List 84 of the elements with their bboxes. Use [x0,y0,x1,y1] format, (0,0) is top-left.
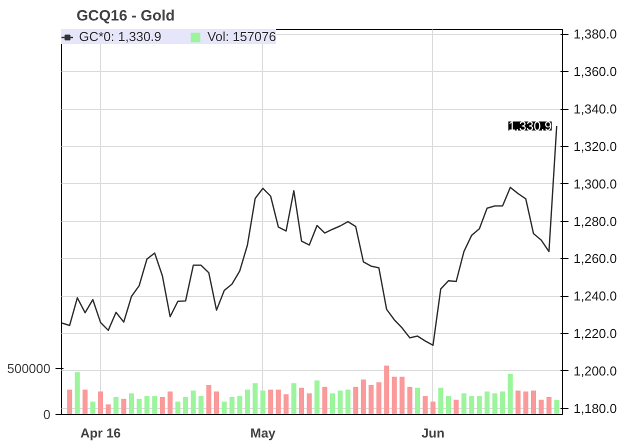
bar [244,390,250,414]
y2-tick-label: 0 [43,407,51,422]
legend-label: Vol: 157076 [207,29,276,44]
bar [268,390,274,414]
bar [314,380,320,414]
bar [554,400,560,414]
bar [106,404,111,414]
bar [415,388,420,414]
bar [530,390,536,414]
x-tick-label: May [250,426,276,440]
bar [198,396,204,414]
y-tick-label: 1,280.0 [574,214,617,229]
bar [183,397,188,414]
bar [338,390,343,414]
y-tick-label: 1,200.0 [574,363,617,378]
bar [322,386,328,414]
y-tick-label: 1,220.0 [574,326,617,341]
bar [168,391,173,414]
bar [214,391,220,414]
legend-label: GC*0: 1,330.9 [79,29,162,44]
y-tick-label: 1,360.0 [574,64,617,80]
bar [160,397,165,414]
bar [90,402,96,414]
bar [206,385,212,414]
bar [523,391,528,414]
bar [291,383,296,414]
bar [284,394,289,414]
bar [121,398,126,414]
bar [376,382,382,414]
bar [430,402,436,414]
y-tick-label: 1,320.0 [574,138,617,154]
bar [500,391,506,414]
annotation: 1,330.9 [508,118,552,134]
bar [461,393,466,414]
bar [492,393,498,414]
bar [330,393,335,414]
bar [299,388,304,414]
bar [438,388,444,414]
bar [360,380,366,414]
bar [538,400,544,414]
bar [82,390,88,414]
bar [516,390,521,414]
x-tick-label: Apr 16 [80,426,121,440]
bar [222,402,227,414]
y-tick-label: 1,180.0 [574,400,617,416]
bar [113,397,119,414]
bar [260,390,266,414]
bar [392,376,397,414]
bar [407,386,412,414]
y-tick-label: 1,380.0 [574,26,617,42]
bar [152,396,158,414]
x-tick-label: Jun [421,426,445,440]
bar [546,397,552,414]
bar [67,390,72,414]
bar [276,390,281,414]
bar [128,393,134,414]
chart-title: GCQ16 - Gold [76,8,175,24]
bar [353,386,358,414]
y-tick-label: 1,340.0 [574,102,617,117]
bar [175,402,180,414]
bar [306,393,312,414]
bar [422,396,428,414]
bar [384,366,390,414]
bar [252,383,258,414]
bar [368,385,374,414]
y-tick-label: 1,260.0 [574,251,617,266]
bar [484,391,490,414]
bar [454,400,459,414]
bar [469,396,474,414]
bar [229,397,234,414]
bar [476,396,482,414]
y-tick-label: 1,300.0 [574,176,617,192]
bar [446,396,451,414]
bar [98,391,104,414]
bar [74,372,80,414]
y-tick-label: 1,240.0 [574,288,617,304]
bar [136,398,142,414]
bar [237,396,242,414]
y2-tick-label: 500000 [7,360,51,376]
bar [345,390,350,414]
bar [144,396,150,414]
bar [508,374,513,414]
bar [190,390,196,414]
bar [400,376,405,414]
